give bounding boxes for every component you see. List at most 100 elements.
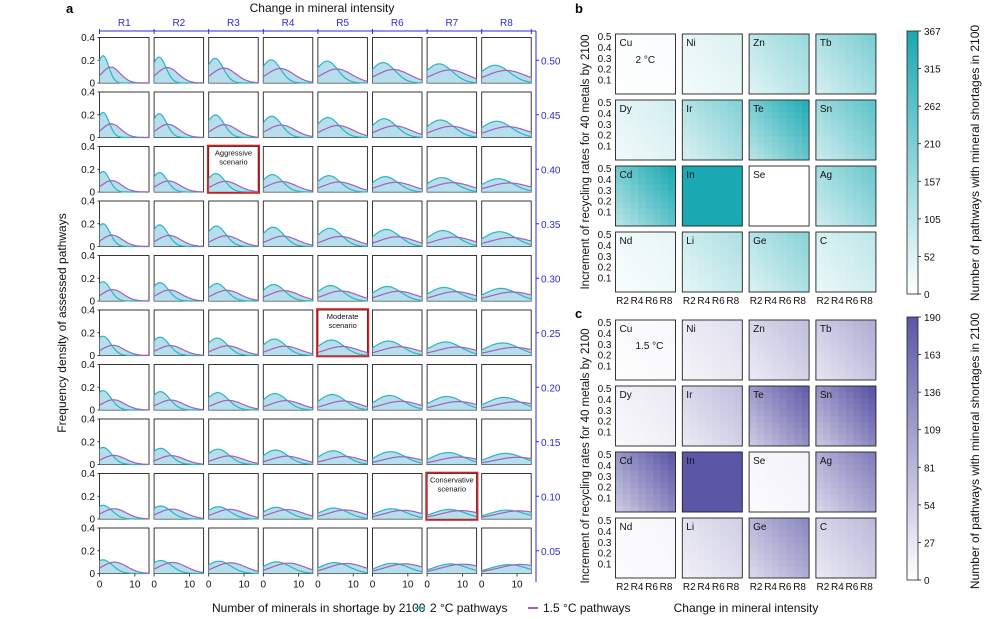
heatmap-pixel	[697, 268, 706, 275]
heatmap-cell-tb: Tb	[815, 319, 877, 381]
series-2c-curve	[372, 285, 423, 302]
heatmap-pixel	[779, 362, 787, 369]
heatmap-pixel	[756, 410, 765, 417]
heatmap-pixel	[630, 64, 639, 71]
heatmap-pixel	[615, 542, 624, 549]
heatmap-pixel	[734, 350, 743, 357]
heatmap-pixel	[630, 500, 639, 507]
heatmap-pixel	[697, 392, 706, 399]
heatmap-pixel	[668, 232, 676, 239]
heatmap-pixel	[838, 494, 847, 501]
heatmap-pixel	[853, 202, 862, 209]
heatmap-pixel	[830, 542, 839, 549]
heatmap-pixel	[860, 536, 869, 543]
heatmap-pixel	[704, 464, 713, 471]
heatmap-pixel	[645, 356, 654, 363]
heatmap-pixel	[704, 166, 713, 173]
density-fill	[99, 336, 149, 356]
heatmap-pixel	[615, 148, 624, 155]
heatmap-pixel	[727, 166, 736, 173]
heatmap-pixel	[801, 256, 810, 263]
heatmap-pixel	[682, 142, 691, 149]
heatmap-pixel	[815, 560, 824, 567]
heatmap-pixel	[630, 392, 639, 399]
heatmap-pixel	[853, 256, 862, 263]
heatmap-pixel	[719, 416, 728, 423]
heatmap-pixel	[660, 452, 669, 459]
heatmap-pixel	[682, 76, 691, 83]
heatmap-pixel	[823, 124, 832, 131]
heatmap-pixel	[823, 362, 832, 369]
heatmap-pixel	[630, 46, 639, 53]
heatmap-pixel	[771, 332, 780, 339]
heatmap-pixel	[756, 184, 765, 191]
heatmap-pixel	[623, 232, 631, 239]
heatmap-pixel	[727, 476, 736, 483]
heatmap-pixel	[794, 184, 802, 191]
heatmap-pixel	[734, 320, 743, 327]
small-multiple-cell	[99, 200, 150, 248]
heatmap-pixel	[668, 250, 676, 257]
heatmap-pixel	[712, 118, 721, 125]
heatmap-pixel	[845, 208, 854, 215]
heatmap-pixel	[727, 338, 736, 345]
heatmap-pixel	[838, 344, 847, 351]
heatmap-pixel	[689, 76, 698, 83]
heatmap-pixel	[712, 166, 721, 173]
heatmap-pixel	[830, 286, 839, 293]
heatmap-frame	[815, 517, 877, 579]
heatmap-pixel	[830, 214, 839, 221]
heatmap-pixel	[734, 70, 743, 77]
heatmap-pixel	[689, 184, 698, 191]
series-15c-curve	[481, 291, 532, 299]
heatmap-pixel	[868, 238, 877, 245]
heatmap-pixel	[615, 410, 624, 417]
heatmap-pixel	[853, 40, 862, 47]
heatmap-pixel	[830, 220, 839, 227]
heatmap-pixel	[660, 374, 669, 381]
heatmap-pixel	[823, 184, 832, 191]
heatmap-pixel	[704, 274, 713, 281]
heatmap-pixel	[845, 548, 854, 555]
heatmap-pixel	[845, 362, 854, 369]
heatmap-pixel	[727, 202, 736, 209]
heatmap-pixel	[660, 82, 669, 89]
heatmap-pixel	[704, 106, 713, 113]
heatmap-pixel	[764, 256, 772, 263]
y-tick-label: 0.2	[81, 546, 95, 557]
heatmap-pixel	[719, 476, 728, 483]
heatmap-pixel	[712, 410, 721, 417]
heatmap-pixel	[704, 332, 713, 339]
heatmap-pixel	[653, 404, 661, 411]
heatmap-pixel	[786, 82, 795, 89]
heatmap-pixel	[786, 262, 795, 269]
heatmap-pixel	[749, 518, 757, 525]
heatmap-pixel	[734, 46, 743, 53]
heatmap-pixel	[749, 286, 757, 293]
column-label-r6: R6	[391, 18, 404, 29]
heatmap-pixel	[801, 422, 810, 429]
heatmap-pixel	[868, 196, 877, 203]
heatmap-pixel	[771, 488, 780, 495]
heatmap-pixel	[653, 386, 661, 393]
heatmap-pixel	[660, 148, 669, 155]
right-axis-label: 0.40	[541, 165, 561, 176]
heatmap-pixel	[771, 470, 780, 477]
heatmap-pixel	[823, 338, 832, 345]
heatmap-pixel	[719, 286, 728, 293]
heatmap-pixel	[660, 440, 669, 447]
heatmap-pixel	[756, 172, 765, 179]
heatmap-pixel	[645, 392, 654, 399]
density-fill	[317, 508, 368, 519]
heatmap-pixel	[756, 136, 765, 143]
heatmap-pixel	[638, 58, 646, 65]
heatmap-pixel	[645, 190, 654, 197]
heatmap-pixel	[689, 202, 698, 209]
heatmap-pixel	[764, 566, 772, 573]
heatmap-pixel	[734, 500, 743, 507]
heatmap-pixel	[756, 268, 765, 275]
heatmap-pixel	[823, 500, 832, 507]
heatmap-pixel	[660, 190, 669, 197]
heatmap-pixel	[838, 500, 847, 507]
